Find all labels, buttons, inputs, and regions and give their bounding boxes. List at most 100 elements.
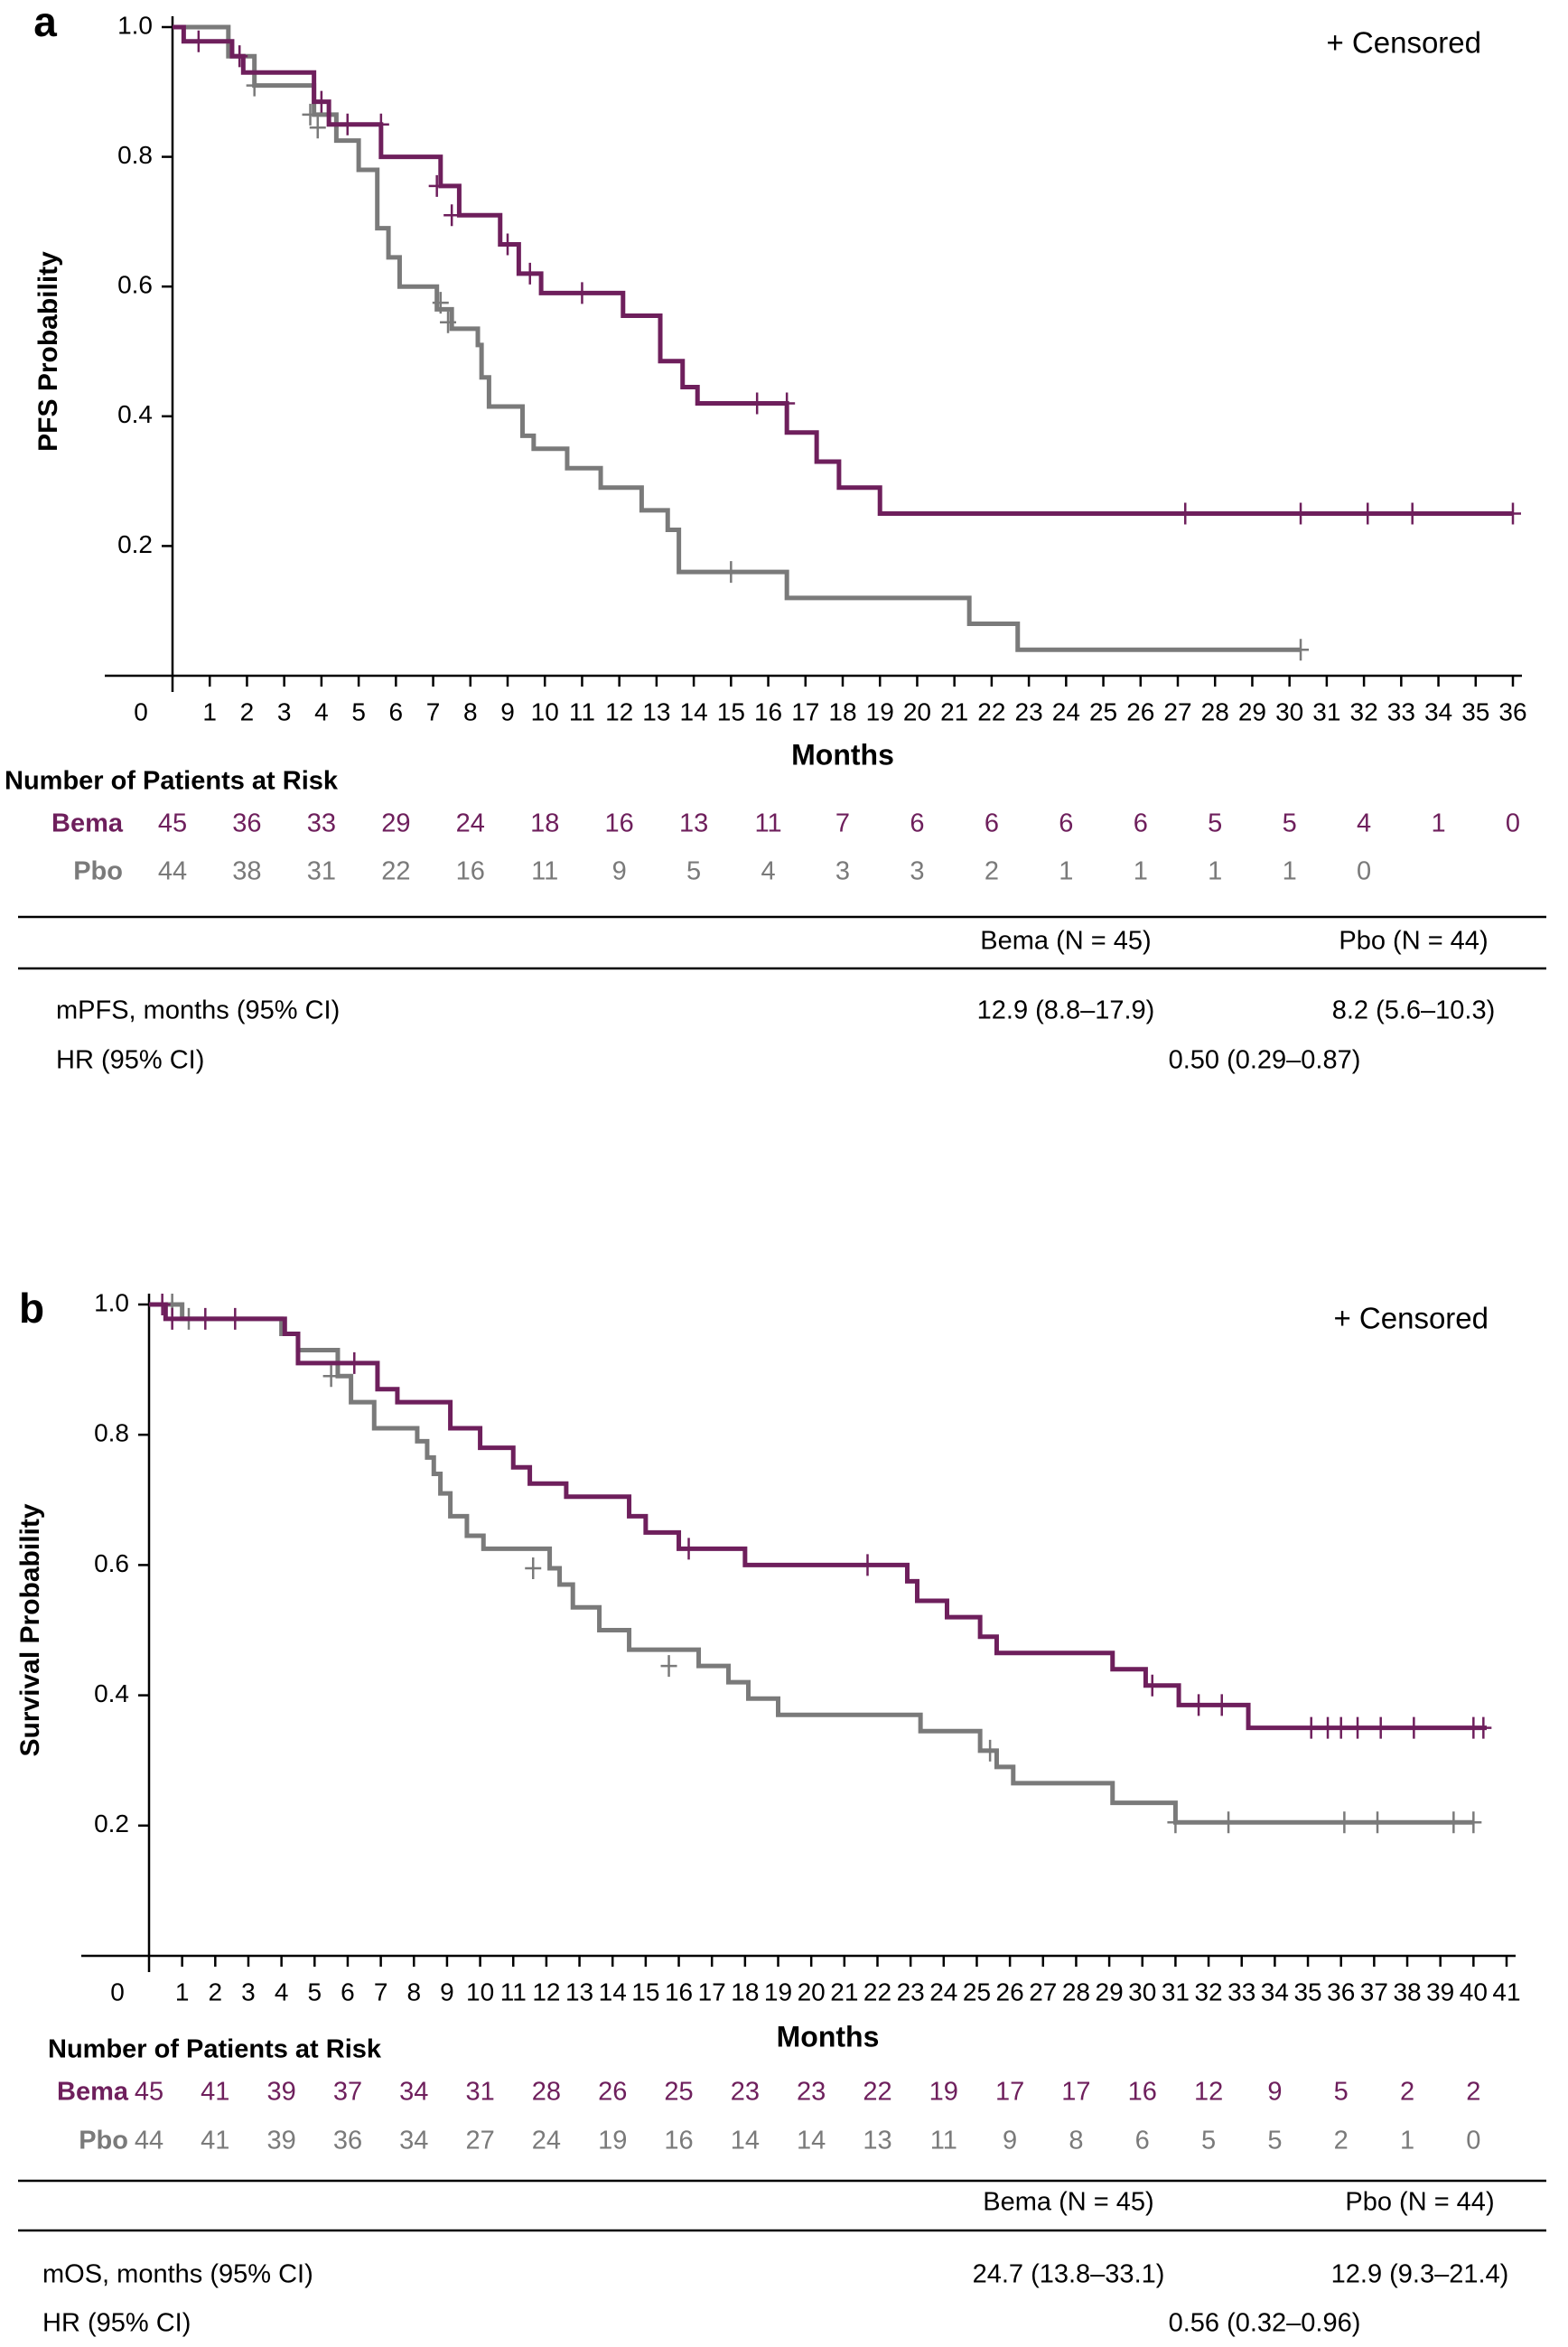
censor-mark-bema [197, 1307, 214, 1330]
summary-header-pbo: Pbo (N = 44) [1345, 2188, 1494, 2217]
x-tick-label: 14 [599, 1978, 627, 2006]
risk-count: 4 [1357, 809, 1371, 838]
risk-count: 9 [1267, 2078, 1282, 2107]
censor-mark-pbo [432, 292, 449, 314]
x-tick-label: 28 [1062, 1978, 1090, 2006]
risk-count: 45 [135, 2078, 163, 2107]
summary-median-pbo: 8.2 (5.6–10.3) [1332, 996, 1496, 1025]
summary-header-bema: Bema (N = 45) [983, 2188, 1153, 2217]
risk-count: 23 [797, 2078, 826, 2107]
censor-mark-bema [1405, 1716, 1423, 1739]
x-tick-label: 40 [1460, 1978, 1488, 2006]
risk-count: 33 [307, 809, 336, 838]
x-tick-label: 4 [314, 697, 329, 725]
censor-mark-pbo [1336, 1811, 1353, 1834]
risk-count: 22 [381, 857, 410, 886]
risk-count: 5 [1334, 2078, 1349, 2107]
risk-count: 2 [1400, 2078, 1414, 2107]
censor-mark-bema [1143, 1674, 1161, 1697]
x-tick-label: 23 [897, 1978, 925, 2006]
censor-mark-bema [1332, 1716, 1349, 1739]
censored-legend: + Censored [1326, 26, 1481, 60]
censor-mark-pbo [1465, 1811, 1482, 1834]
x-tick-label: 0 [134, 697, 148, 725]
censored-legend: + Censored [1333, 1302, 1489, 1335]
x-tick-label: 18 [731, 1978, 759, 2006]
x-tick-label: 26 [996, 1978, 1024, 2006]
summary-median-bema: 12.9 (8.8–17.9) [977, 996, 1155, 1025]
x-tick-label: 12 [605, 697, 633, 725]
risk-table-title: Number of Patients at Risk [5, 767, 339, 796]
censor-mark-bema [1213, 1694, 1230, 1716]
risk-count: 6 [985, 809, 999, 838]
panel-label: a [33, 0, 57, 45]
x-tick-label: 6 [389, 697, 404, 725]
censor-mark-bema [339, 113, 356, 136]
x-tick-label: 9 [500, 697, 515, 725]
x-tick-label: 0 [110, 1978, 125, 2006]
x-tick-label: 37 [1360, 1978, 1388, 2006]
risk-count: 39 [267, 2127, 296, 2155]
risk-count: 13 [863, 2127, 891, 2155]
censor-mark-bema [1372, 1716, 1389, 1739]
risk-count: 0 [1506, 809, 1520, 838]
panel-label: b [19, 1285, 44, 1332]
risk-count: 13 [679, 809, 708, 838]
risk-count: 37 [333, 2078, 362, 2107]
x-tick-label: 6 [341, 1978, 355, 2006]
x-tick-label: 2 [240, 697, 255, 725]
series-bema [149, 1294, 1492, 1739]
risk-count: 1 [1134, 857, 1148, 886]
x-tick-label: 16 [665, 1978, 693, 2006]
censor-mark-bema [1293, 502, 1310, 525]
censor-mark-bema [163, 1307, 181, 1330]
y-tick-label: 0.2 [94, 1809, 129, 1837]
risk-count: 24 [532, 2127, 561, 2155]
panel-b-os: b0.20.40.60.81.00 1 2 3 4 5 6 7 8 9 10 11 12 13 14 15 16… [15, 1285, 1546, 2338]
risk-count: 29 [381, 809, 410, 838]
risk-count: 18 [530, 809, 559, 838]
risk-count: 34 [399, 2127, 428, 2155]
risk-count: 3 [910, 857, 924, 886]
x-tick-label: 1 [202, 697, 217, 725]
risk-count: 45 [158, 809, 187, 838]
risk-count: 38 [232, 857, 261, 886]
summary-median-label: mOS, months (95% CI) [42, 2260, 313, 2289]
km-curve-bema [149, 1302, 1487, 1731]
risk-count: 41 [201, 2127, 229, 2155]
risk-row-label-bema: Bema [51, 809, 124, 838]
censor-mark-bema [749, 392, 766, 415]
censor-mark-pbo [723, 561, 740, 584]
censor-mark-bema [680, 1538, 697, 1560]
y-tick-label: 0.8 [94, 1419, 129, 1447]
x-tick-label: 3 [277, 697, 292, 725]
x-axis-title: Months [791, 738, 894, 771]
censor-mark-bema [154, 1294, 171, 1315]
censor-mark-bema [372, 113, 389, 136]
x-tick-label: 20 [798, 1978, 826, 2006]
risk-count: 6 [1135, 2127, 1150, 2155]
x-tick-label: 15 [631, 1978, 659, 2006]
risk-count: 0 [1357, 857, 1371, 886]
risk-count: 2 [985, 857, 999, 886]
x-tick-label: 17 [698, 1978, 726, 2006]
risk-count: 2 [1334, 2127, 1349, 2155]
risk-count: 1 [1431, 809, 1445, 838]
x-tick-label: 8 [406, 1978, 421, 2006]
x-tick-label: 41 [1492, 1978, 1520, 2006]
censor-mark-bema [428, 174, 445, 197]
risk-count: 5 [1208, 809, 1222, 838]
y-axis-title: Survival Probability [15, 1503, 45, 1756]
censor-mark-bema [346, 1351, 363, 1374]
y-tick-label: 1.0 [94, 1288, 129, 1316]
risk-count: 9 [1003, 2127, 1017, 2155]
risk-count: 16 [1128, 2078, 1157, 2107]
censor-mark-pbo [440, 311, 457, 333]
x-tick-label: 24 [929, 1978, 957, 2006]
y-tick-label: 0.6 [94, 1549, 129, 1577]
risk-row-label-pbo: Pbo [79, 2127, 128, 2155]
risk-count: 26 [598, 2078, 627, 2107]
censor-mark-pbo [660, 1655, 677, 1678]
censor-mark-bema [1359, 502, 1377, 525]
